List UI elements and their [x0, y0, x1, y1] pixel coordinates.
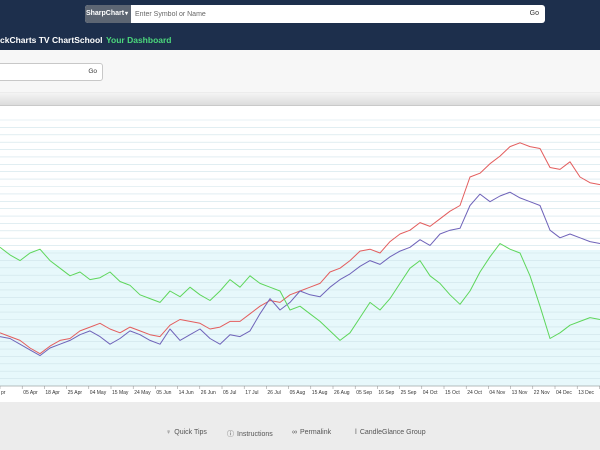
x-tick-label: 05 Jul — [223, 390, 236, 396]
x-tick-label: 04 Nov — [489, 390, 505, 396]
plot-background-upper — [0, 120, 600, 250]
symbol-search-input[interactable] — [132, 5, 518, 23]
x-tick-label: 13 Dec — [578, 390, 594, 396]
instructions-link[interactable]: ⓘ Instructions — [227, 429, 273, 439]
series-line-2 — [0, 191, 600, 357]
chart-footer: ♀ Quick Tips ⓘ Instructions ∞ Permalink ǀ Ca… — [0, 426, 600, 442]
candle-icon: ǀ — [355, 429, 357, 436]
x-tick-label: 18 Apr — [45, 390, 60, 396]
x-tick-label: 24 Oct — [467, 390, 482, 396]
chevron-down-icon: ▾ — [124, 11, 128, 17]
x-tick-label: 04 May — [90, 390, 107, 396]
plot-background-lower — [0, 250, 600, 386]
quick-tips-label: Quick Tips — [174, 429, 207, 436]
chart-type-selector[interactable]: SharpChart ▾ — [85, 5, 131, 23]
nav-stockcharts-tv[interactable]: ckCharts TV — [0, 35, 50, 45]
x-tick-label: 04 Oct — [423, 390, 438, 396]
x-tick-label: 25 Apr — [68, 390, 83, 396]
info-icon: ⓘ — [227, 431, 234, 438]
x-tick-label: 14 Jun — [179, 390, 194, 396]
x-tick-label: 26 Jul — [267, 390, 280, 396]
x-tick-label: pr — [1, 390, 6, 396]
quick-tips-link[interactable]: ♀ Quick Tips — [166, 429, 207, 436]
x-tick-label: 16 Sep — [378, 390, 394, 396]
x-tick-label: 15 Aug — [312, 390, 328, 396]
x-tick-label: 05 Aug — [290, 390, 306, 396]
x-tick-label: 26 Jun — [201, 390, 216, 396]
permalink-label: Permalink — [300, 429, 332, 436]
link-icon: ∞ — [292, 429, 297, 436]
secondary-go-button[interactable]: Go — [88, 68, 97, 75]
secondary-symbol-input[interactable]: Go — [0, 63, 103, 81]
x-tick-label: 05 Jun — [156, 390, 171, 396]
x-tick-label: 05 Sep — [356, 390, 372, 396]
x-tick-label: 25 Sep — [401, 390, 417, 396]
x-tick-label: 22 Nov — [534, 390, 550, 396]
candleglance-link[interactable]: ǀ CandleGlance Group — [355, 429, 426, 436]
x-tick-label: 15 Oct — [445, 390, 460, 396]
series-line-3 — [0, 243, 600, 341]
x-tick-label: 13 Nov — [512, 390, 528, 396]
nav-your-dashboard[interactable]: Your Dashboard — [106, 35, 172, 45]
x-tick-label: 15 May — [112, 390, 129, 396]
chart-panel-header — [0, 93, 600, 106]
x-tick-label: 17 Jul — [245, 390, 258, 396]
instructions-label: Instructions — [237, 431, 273, 438]
chart-panel: pr 05 Apr 18 Apr 25 Apr 04 May 15 May 24 May 05… — [0, 106, 600, 402]
symbol-search-bar: SharpChart ▾ Go — [85, 5, 545, 23]
top-header: SharpChart ▾ Go ckCharts TV ChartSchool … — [0, 0, 600, 50]
x-tick-label: 24 May — [134, 390, 151, 396]
permalink-link[interactable]: ∞ Permalink — [292, 429, 331, 436]
search-go-button[interactable]: Go — [529, 10, 539, 17]
candleglance-label: CandleGlance Group — [359, 429, 426, 436]
nav-chartschool[interactable]: ChartSchool — [52, 35, 103, 45]
lightbulb-icon: ♀ — [166, 429, 172, 436]
x-tick-label: 05 Apr — [23, 390, 38, 396]
x-tick-label: 04 Dec — [556, 390, 572, 396]
chart-type-label: SharpChart — [85, 10, 125, 17]
performance-chart[interactable]: pr 05 Apr 18 Apr 25 Apr 04 May 15 May 24 May 05… — [0, 106, 600, 402]
x-tick-label: 26 Aug — [334, 390, 350, 396]
